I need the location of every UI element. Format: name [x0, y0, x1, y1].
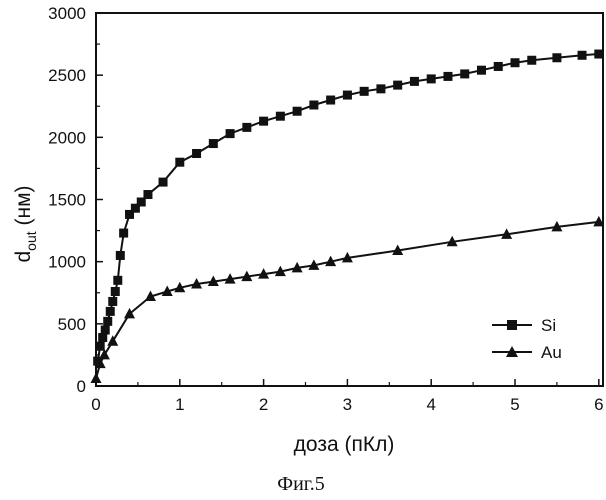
data-point-au	[325, 255, 337, 267]
data-point-au	[174, 281, 186, 293]
data-point-si	[113, 275, 123, 285]
data-point-si	[136, 197, 146, 207]
data-point-au	[593, 215, 605, 227]
x-tick-label: 0	[91, 395, 100, 414]
x-tick-label: 1	[175, 395, 184, 414]
data-point-si	[119, 228, 129, 238]
data-point-au	[291, 261, 303, 273]
data-point-au	[501, 228, 513, 239]
data-point-si	[110, 287, 120, 297]
x-tick-label: 3	[343, 395, 352, 414]
data-point-au	[207, 275, 219, 287]
data-point-si	[275, 111, 285, 121]
data-point-si	[158, 177, 168, 187]
data-point-si	[292, 106, 302, 116]
data-point-au	[241, 270, 253, 282]
data-point-si	[577, 50, 587, 60]
data-point-au	[94, 357, 106, 369]
data-point-si	[552, 53, 562, 63]
data-point-au	[144, 290, 156, 301]
data-point-au	[224, 273, 236, 284]
x-tick-label: 6	[594, 395, 603, 414]
legend-label-au: Au	[541, 343, 562, 362]
data-point-au	[446, 235, 458, 247]
data-point-si	[259, 116, 269, 126]
data-point-si	[130, 203, 140, 213]
y-tick-label: 2000	[48, 128, 86, 147]
data-point-au	[341, 251, 353, 263]
y-tick-label: 3000	[48, 4, 86, 23]
data-point-si	[192, 148, 202, 158]
data-point-si	[409, 76, 419, 86]
data-point-si	[359, 86, 369, 96]
data-point-si	[527, 55, 537, 65]
y-axis-label-unit: (нм)	[12, 185, 35, 231]
legend-label-si: Si	[541, 316, 556, 335]
data-point-si	[225, 129, 235, 139]
data-point-au	[98, 348, 110, 360]
data-point-si	[393, 80, 403, 90]
data-point-si	[460, 69, 470, 79]
data-point-si	[326, 95, 336, 105]
series-line-au	[95, 220, 599, 379]
data-point-si	[103, 316, 113, 326]
y-tick-label: 0	[77, 377, 86, 396]
data-point-au	[392, 244, 404, 255]
data-point-au	[274, 265, 286, 277]
x-tick-label: 2	[259, 395, 268, 414]
x-tick-label: 4	[426, 395, 435, 414]
data-point-si	[309, 100, 319, 110]
data-point-si	[443, 71, 453, 81]
data-point-au	[90, 372, 102, 384]
data-point-si	[510, 58, 520, 68]
legend-marker-si	[507, 320, 517, 330]
tick-labels: 0 1 2 3 4 5 6 0 500 1000 1500 2000 2500 3000	[48, 4, 603, 414]
data-point-si	[242, 122, 252, 132]
data-point-si	[175, 157, 185, 167]
data-point-si	[476, 65, 486, 75]
data-point-si	[594, 49, 604, 59]
y-tick-label: 1500	[48, 191, 86, 210]
y-tick-label: 1000	[48, 253, 86, 272]
data-point-si	[93, 356, 103, 366]
data-point-si	[342, 90, 352, 100]
series-line-si	[96, 53, 599, 362]
data-point-au	[258, 268, 270, 279]
legend: Si Au	[492, 316, 562, 362]
data-point-au	[161, 285, 173, 297]
figure-caption: Фиг.5	[277, 473, 324, 495]
axis-ticks	[95, 12, 600, 387]
x-axis-label: доза (пКл)	[294, 433, 395, 456]
data-point-si	[115, 250, 125, 260]
data-point-au	[308, 259, 320, 270]
data-point-si	[98, 333, 108, 343]
data-point-si	[426, 74, 436, 84]
data-point-au	[124, 307, 136, 319]
plot-area-border	[95, 12, 604, 387]
data-point-si	[208, 139, 218, 149]
plot-frame	[95, 12, 604, 387]
data-point-si	[143, 190, 153, 200]
data-point-si	[95, 341, 105, 351]
y-axis-label: dout (нм)	[12, 185, 39, 262]
y-axis-label-main: d	[12, 251, 35, 263]
data-point-au	[191, 278, 203, 289]
data-point-si	[105, 306, 115, 316]
data-point-au	[107, 335, 119, 346]
legend-marker-au	[506, 346, 518, 357]
y-tick-label: 2500	[48, 66, 86, 85]
series-layer	[90, 49, 605, 384]
data-point-si	[108, 296, 118, 306]
data-point-si	[125, 209, 135, 219]
y-axis-label-sub: out	[23, 231, 39, 251]
x-tick-label: 5	[510, 395, 519, 414]
data-point-au	[551, 220, 563, 232]
data-point-si	[100, 325, 110, 335]
data-point-si	[376, 84, 386, 94]
y-tick-label: 500	[58, 315, 86, 334]
data-point-si	[493, 61, 503, 71]
